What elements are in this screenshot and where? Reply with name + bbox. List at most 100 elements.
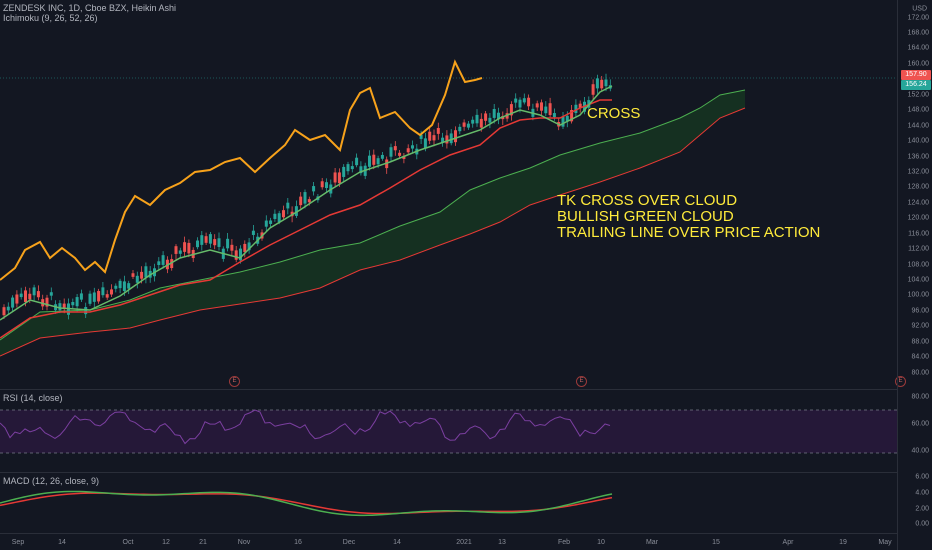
price-chart-pane[interactable] (0, 0, 897, 390)
candle-body (273, 213, 277, 219)
candle-body (174, 246, 178, 254)
candle-body (337, 172, 341, 184)
candle-body (286, 202, 290, 209)
price-tick-label: 168.00 (907, 29, 929, 37)
candle-body (251, 230, 255, 235)
candle-body (509, 104, 513, 116)
candle-body (574, 104, 578, 113)
candle-body (441, 137, 445, 143)
rsi-legend[interactable]: RSI (14, close) (3, 393, 63, 403)
price-tick-label: 136.00 (907, 153, 929, 161)
candle-body (144, 266, 148, 278)
price-tick-label: 116.00 (908, 230, 929, 238)
price-tick-label: 120.00 (907, 214, 929, 222)
candle-body (234, 250, 238, 260)
candle-body (462, 122, 466, 127)
price-tick-label: 112.00 (908, 245, 929, 253)
candle-body (527, 97, 531, 107)
candle-body (552, 113, 556, 118)
candle-body (406, 148, 410, 153)
candle-body (389, 147, 393, 157)
pane-separator[interactable] (0, 389, 897, 390)
candle-body (471, 119, 475, 124)
candle-body (79, 293, 83, 300)
candle-body (88, 293, 92, 304)
candle-body (303, 192, 307, 204)
candle-body (484, 113, 488, 121)
earnings-marker[interactable]: E (576, 376, 587, 387)
ichimoku-legend[interactable]: Ichimoku (9, 26, 52, 26) (3, 13, 98, 23)
candle-body (127, 283, 131, 289)
pane-separator[interactable] (0, 472, 897, 473)
price-tick-label: 132.00 (907, 168, 929, 176)
candle-body (277, 213, 281, 223)
currency-label[interactable]: USD (912, 5, 927, 13)
candle-body (578, 103, 582, 109)
candle-body (75, 297, 79, 307)
candle-body (432, 135, 436, 141)
earnings-marker[interactable]: E (229, 376, 240, 387)
time-axis-separator (0, 533, 897, 534)
ichimoku-cloud (0, 90, 745, 356)
macd-line (0, 490, 613, 517)
time-tick-label: 15 (712, 539, 720, 546)
annotation-line-3: TRAILING LINE OVER PRICE ACTION (557, 224, 821, 241)
price-tick-label: 100.00 (907, 291, 929, 299)
senkou-span-b-line (0, 107, 746, 357)
candle-body (6, 306, 10, 311)
candle-body (208, 234, 212, 244)
macd-legend[interactable]: MACD (12, 26, close, 9) (3, 476, 100, 486)
candle-body (561, 116, 565, 127)
price-tick-label: 96.00 (911, 307, 929, 315)
macd-tick-label: 0.00 (915, 520, 929, 528)
time-tick-label: 13 (498, 539, 506, 546)
candle-body (204, 236, 208, 243)
candle-body (49, 292, 53, 296)
candle-body (15, 294, 19, 304)
earnings-marker[interactable]: E (895, 376, 906, 387)
time-tick-label: 12 (162, 539, 170, 546)
candle-body (368, 155, 371, 167)
candle-body (372, 154, 376, 165)
candle-body (118, 280, 122, 289)
candle-body (488, 117, 492, 123)
candle-body (604, 79, 608, 87)
candle-body (492, 108, 496, 118)
time-tick-label: 21 (199, 539, 207, 546)
macd-pane[interactable] (0, 473, 897, 533)
candle-body (36, 291, 40, 298)
time-tick-label: Sep (11, 539, 25, 546)
candle-body (32, 287, 36, 296)
rsi-tick-label: 60.00 (911, 420, 929, 428)
candle-body (226, 238, 230, 249)
candle-body (178, 250, 182, 254)
candle-body (428, 131, 432, 141)
candle-body (114, 285, 118, 289)
candle-body (436, 128, 440, 134)
candle-body (591, 84, 595, 95)
candle-body (217, 238, 221, 247)
candle-body (62, 303, 66, 308)
candle-body (140, 271, 144, 279)
time-tick-label: 16 (294, 539, 302, 546)
candle-body (419, 134, 423, 139)
candle-body (187, 242, 191, 254)
candle-body (540, 102, 543, 111)
candle-body (595, 78, 599, 89)
candle-body (522, 98, 526, 103)
candle-body (423, 138, 427, 149)
price-tick-label: 160.00 (907, 60, 929, 68)
macd-tick-label: 2.00 (915, 505, 929, 513)
candle-body (411, 145, 414, 149)
time-tick-label: Dec (342, 539, 356, 546)
candle-body (105, 294, 109, 298)
candle-body (2, 307, 6, 316)
price-axis[interactable]: USD 172.00168.00164.00160.00156.00152.00… (897, 0, 932, 550)
rsi-pane[interactable] (0, 390, 897, 472)
candle-body (135, 275, 139, 283)
candle-body (350, 166, 354, 170)
candle-body (445, 135, 449, 144)
price-tick-label: 172.00 (907, 14, 929, 22)
candle-body (84, 307, 88, 315)
candle-body (58, 303, 62, 311)
